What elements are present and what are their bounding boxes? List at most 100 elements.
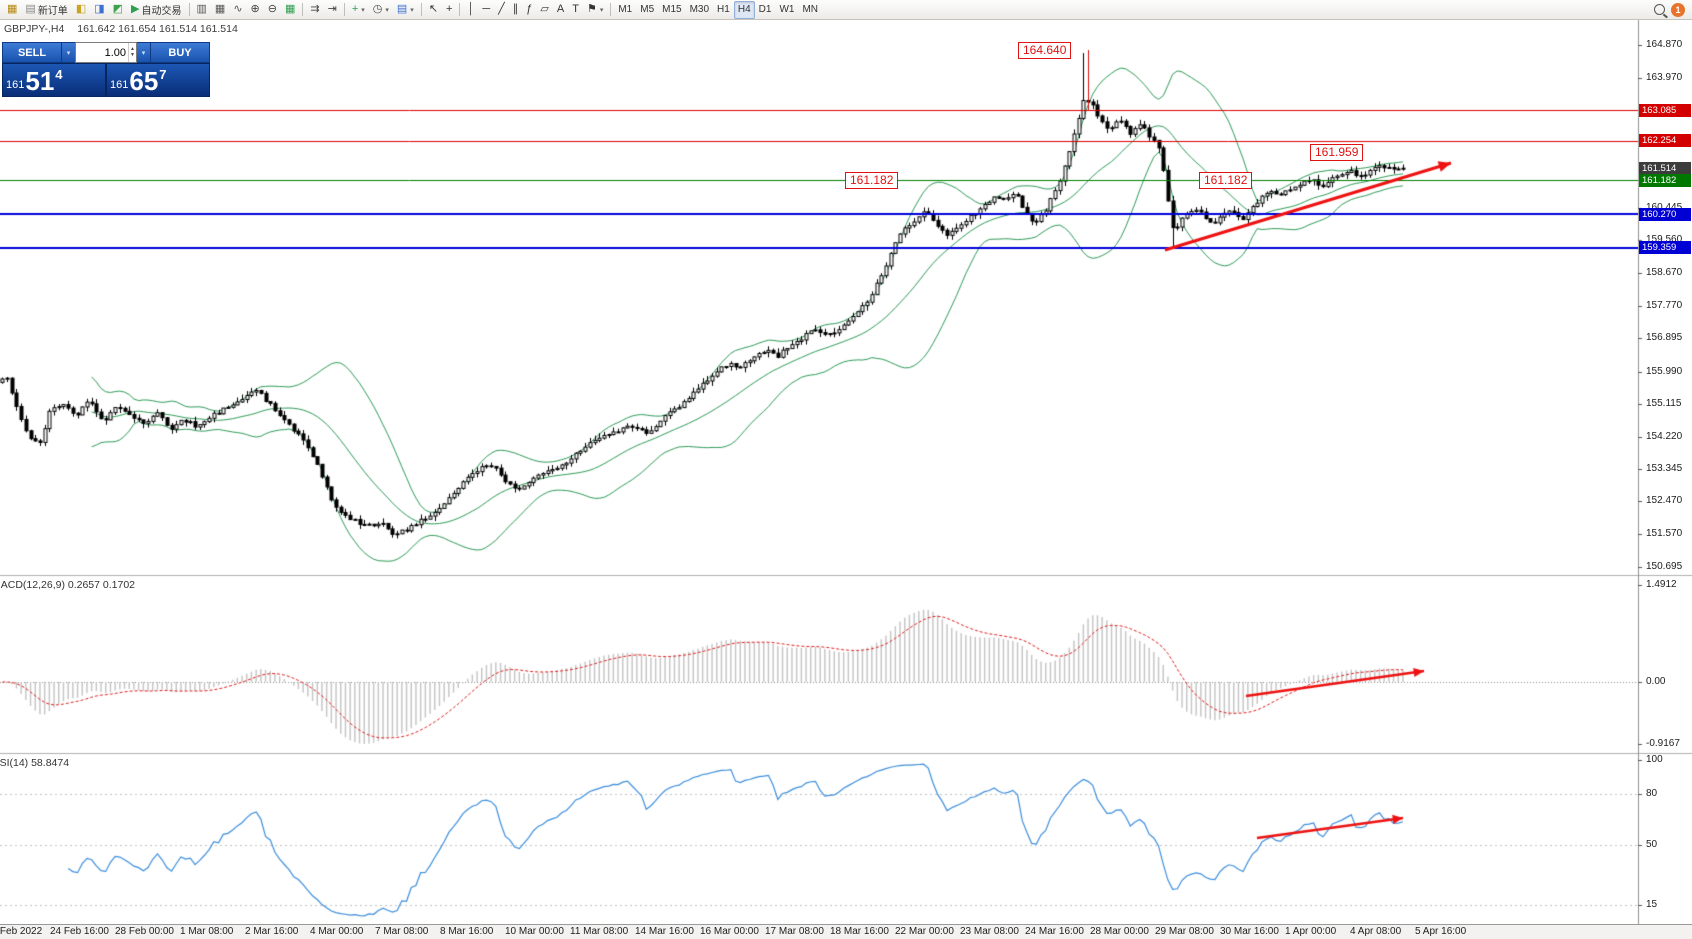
trendline-button[interactable]: ╱ xyxy=(494,1,509,19)
shapes-button-icon: ▱ xyxy=(540,3,549,15)
zoom-in-button-icon: ⊕ xyxy=(250,3,260,15)
timeframe-h1-label: H1 xyxy=(717,4,730,15)
cursor-button-icon: ↖ xyxy=(428,3,439,15)
label-button[interactable]: T xyxy=(568,1,583,19)
timeframe-m1[interactable]: M1 xyxy=(614,1,636,19)
toolbar-right: 1 xyxy=(1654,2,1689,17)
volume-up-icon[interactable]: ▲ xyxy=(130,46,135,52)
zoom-out-button-icon: ⊖ xyxy=(267,3,277,15)
timeframe-h4[interactable]: H4 xyxy=(733,0,755,19)
candlestick-chart-button-icon: ▦ xyxy=(214,3,226,15)
data-window-button[interactable]: ◨ xyxy=(90,1,108,19)
timeframe-w1[interactable]: W1 xyxy=(775,1,798,19)
horizontal-line-button[interactable]: ─ xyxy=(478,1,494,19)
zoom-out-button[interactable]: ⊖ xyxy=(264,1,281,19)
buy-price-prefix: 161 xyxy=(110,79,129,91)
price-axis-label: 157.770 xyxy=(1646,300,1683,312)
market-watch-button[interactable]: ◧ xyxy=(72,1,90,19)
auto-scroll-button[interactable]: ⇉ xyxy=(306,1,323,19)
timeframe-m30[interactable]: M30 xyxy=(686,1,713,19)
templates-button-caret-icon[interactable]: ▾ xyxy=(410,6,414,14)
price-axis-label: 156.895 xyxy=(1646,332,1683,344)
candlestick-chart-button[interactable]: ▦ xyxy=(211,1,229,19)
templates-button[interactable]: ▤ ▾ xyxy=(393,1,418,19)
time-axis-label: 2 Mar 16:00 xyxy=(245,926,299,937)
volume-input[interactable] xyxy=(76,43,129,62)
new-chart-button[interactable]: ▦ xyxy=(3,1,21,19)
sell-price-display[interactable]: 161 51 4 xyxy=(2,63,106,97)
time-axis-label: 30 Mar 16:00 xyxy=(1220,926,1279,937)
arrows-button-caret-icon[interactable]: ▾ xyxy=(599,6,604,14)
toolbar-separator xyxy=(420,3,422,16)
time-axis-label: 11 Mar 08:00 xyxy=(570,926,629,937)
text-button[interactable]: A xyxy=(553,1,568,19)
zoom-in-button[interactable]: ⊕ xyxy=(247,1,264,19)
price-callout[interactable]: 164.640 xyxy=(1018,42,1072,59)
auto-trading-button-icon: ▶ xyxy=(131,3,140,15)
buy-options-caret-icon[interactable]: ▾ xyxy=(137,42,150,63)
one-click-trading-panel: SELL ▾ ▲ ▼ ▾ BUY 161 51 4 161 xyxy=(2,42,210,97)
buy-button-label: BUY xyxy=(168,46,192,59)
price-callout[interactable]: 161.182 xyxy=(845,172,899,189)
bar-chart-button[interactable]: ▥ xyxy=(193,1,211,19)
time-axis-label: 4 Mar 00:00 xyxy=(310,926,364,937)
notification-badge[interactable]: 1 xyxy=(1671,2,1685,17)
time-axis-label: 10 Mar 00:00 xyxy=(505,926,564,937)
auto-trading-button[interactable]: ▶ 自动交易 xyxy=(127,1,185,19)
toolbar-separator xyxy=(610,3,612,16)
volume-spinner[interactable]: ▲ ▼ xyxy=(128,43,136,62)
line-chart-button-icon: ∿ xyxy=(233,3,243,15)
channel-button-icon: ∥ xyxy=(512,3,519,15)
time-axis-label: 18 Mar 16:00 xyxy=(830,926,889,937)
channel-button[interactable]: ∥ xyxy=(509,1,523,19)
rsi-axis-label: 80 xyxy=(1646,788,1658,800)
price-callout[interactable]: 161.959 xyxy=(1310,144,1364,161)
fibonacci-button[interactable]: ƒ xyxy=(522,1,536,19)
new-order-button[interactable]: ▤ 新订单 xyxy=(21,1,71,19)
vertical-line-button[interactable]: │ xyxy=(463,1,478,19)
timeframe-h1[interactable]: H1 xyxy=(713,1,734,19)
horizontal-line-button-icon: ─ xyxy=(482,3,491,15)
periods-button[interactable]: ◷ ▾ xyxy=(369,1,393,19)
text-button-icon: A xyxy=(556,3,565,15)
indicators-button-caret-icon[interactable]: ▾ xyxy=(361,6,365,14)
price-axis-label: 164.870 xyxy=(1646,38,1683,50)
timeframe-m15[interactable]: M15 xyxy=(658,1,685,19)
arrows-button[interactable]: ⚑ ▾ xyxy=(583,1,607,19)
chart-ohlc: 161.642 161.654 161.514 161.514 xyxy=(77,23,238,35)
indicators-button-icon: + xyxy=(351,3,359,15)
timeframe-m5[interactable]: M5 xyxy=(636,1,658,19)
buy-button[interactable]: BUY xyxy=(150,42,210,63)
timeframe-mn[interactable]: MN xyxy=(798,1,822,19)
periods-button-caret-icon[interactable]: ▾ xyxy=(385,6,389,14)
chart-title: GBPJPY-,H4 161.642 161.654 161.514 161.5… xyxy=(4,23,238,35)
price-axis-label: 154.220 xyxy=(1646,430,1683,442)
sell-price-big: 51 xyxy=(25,66,55,97)
cursor-button[interactable]: ↖ xyxy=(425,1,442,19)
sell-button[interactable]: SELL xyxy=(2,42,62,63)
navigator-button[interactable]: ◩ xyxy=(109,1,127,19)
time-axis-label: 22 Mar 00:00 xyxy=(895,926,954,937)
indicators-button[interactable]: + ▾ xyxy=(348,1,369,19)
search-icon[interactable] xyxy=(1654,4,1665,15)
buy-price-display[interactable]: 161 65 7 xyxy=(106,63,210,97)
shapes-button[interactable]: ▱ xyxy=(536,1,552,19)
time-axis-label: 4 Apr 08:00 xyxy=(1350,926,1402,937)
timeframe-m1-label: M1 xyxy=(618,4,633,15)
tile-windows-button[interactable]: ▦ xyxy=(281,1,299,19)
price-callout[interactable]: 161.182 xyxy=(1199,172,1253,189)
fibonacci-button-icon: ƒ xyxy=(526,3,533,15)
time-axis-label: 1 Apr 00:00 xyxy=(1285,926,1337,937)
volume-down-icon[interactable]: ▼ xyxy=(130,51,135,58)
line-chart-button[interactable]: ∿ xyxy=(229,1,246,19)
sell-options-caret-icon[interactable]: ▾ xyxy=(62,42,75,63)
arrows-button-icon: ⚑ xyxy=(586,3,597,15)
chart-shift-button[interactable]: ⇥ xyxy=(324,1,341,19)
crosshair-button[interactable]: + xyxy=(442,1,456,19)
price-tag: 159.359 xyxy=(1639,241,1691,255)
timeframe-d1[interactable]: D1 xyxy=(755,1,776,19)
rsi-axis-label: 50 xyxy=(1646,839,1658,851)
timeframe-m15-label: M15 xyxy=(662,4,682,15)
